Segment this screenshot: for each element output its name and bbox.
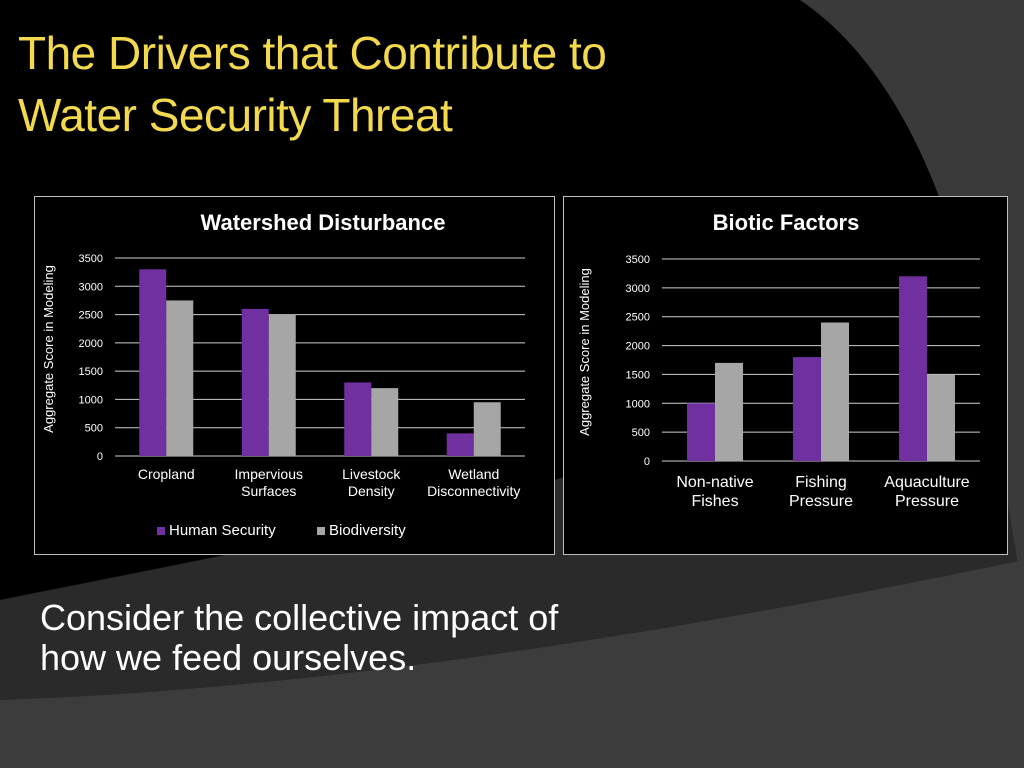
- y-tick-label: 1000: [79, 394, 103, 406]
- y-axis-label: Aggregate Score in Modeling: [577, 268, 592, 436]
- slide-title-line-2: Water Security Threat: [18, 89, 453, 141]
- x-category-label: Non-native Fishes: [676, 474, 753, 510]
- x-category-label-line: Non-native: [676, 474, 753, 491]
- bar-biodiversity: [166, 300, 194, 456]
- y-tick-label: 3000: [626, 283, 650, 295]
- x-category-label-line: Aquaculture: [884, 474, 969, 491]
- x-category-label-line: Pressure: [789, 493, 853, 510]
- x-category-label-line: Wetland: [448, 466, 499, 482]
- y-tick-label: 3500: [79, 253, 103, 265]
- bar-biodiversity: [473, 402, 501, 456]
- x-category-label: Fishing Pressure: [789, 474, 853, 510]
- bar-human-security: [344, 382, 372, 456]
- x-category-label: Livestock Density: [342, 466, 401, 499]
- y-axis-label: Aggregate Score in Modeling: [41, 265, 56, 433]
- bar-human-security: [139, 269, 167, 456]
- y-tick-label: 0: [97, 451, 103, 463]
- chart-biotic-factors-svg: Biotic Factors 0 500 1000 1500 2000 2500 3000 35…: [577, 210, 980, 510]
- bar-human-security: [899, 276, 927, 461]
- chart-biotic-factors: Biotic Factors 0 500 1000 1500 2000 2500 3000 35…: [563, 196, 1008, 555]
- body-text-line-2: how we feed ourselves.: [40, 637, 417, 678]
- x-category-label-line: Livestock: [342, 466, 401, 482]
- bar-human-security: [687, 403, 715, 461]
- chart-title: Watershed Disturbance: [201, 210, 446, 235]
- y-tick-label: 1000: [626, 398, 650, 410]
- x-category-label-line: Fishes: [691, 493, 738, 510]
- chart-watershed-disturbance-svg: Watershed Disturbance 0 500 1000 1500 2000 250…: [41, 210, 525, 539]
- y-tick-label: 2500: [79, 310, 103, 322]
- x-category-label: Impervious Surfaces: [235, 466, 303, 499]
- chart-watershed-disturbance: Watershed Disturbance 0 500 1000 1500 2000 250…: [34, 196, 555, 555]
- x-category-label-line: Disconnectivity: [427, 483, 520, 499]
- bar-biodiversity: [268, 314, 296, 456]
- bar-human-security: [793, 357, 821, 461]
- legend-swatch: [157, 527, 165, 535]
- x-category-label-line: Impervious: [235, 466, 303, 482]
- y-tick-label: 3500: [626, 254, 650, 266]
- bar-biodiversity: [715, 362, 743, 461]
- x-category-label-line: Pressure: [895, 493, 959, 510]
- legend-swatch: [317, 527, 325, 535]
- y-tick-label: 1500: [79, 366, 103, 378]
- chart-title: Biotic Factors: [713, 210, 860, 235]
- bar-biodiversity: [821, 322, 849, 461]
- x-category-label-line: Density: [348, 483, 395, 499]
- y-tick-label: 2500: [626, 312, 650, 324]
- x-category-label-line: Surfaces: [241, 483, 296, 499]
- bar-human-security: [446, 433, 474, 456]
- y-tick-label: 0: [644, 456, 650, 468]
- bar-biodiversity: [371, 388, 399, 456]
- x-category-label-line: Fishing: [795, 474, 847, 491]
- y-tick-label: 1500: [626, 369, 650, 381]
- x-category-label: Wetland Disconnectivity: [427, 466, 520, 499]
- bar-human-security: [241, 308, 269, 456]
- x-category-label: Cropland: [138, 466, 195, 482]
- x-category-label: Aquaculture Pressure: [884, 474, 969, 510]
- body-text-line-1: Consider the collective impact of: [40, 597, 559, 638]
- legend-label: Human Security: [169, 522, 276, 539]
- slide-title: The Drivers that Contribute to Water Sec…: [18, 22, 778, 146]
- body-text: Consider the collective impact of how we…: [40, 598, 680, 678]
- y-tick-label: 2000: [626, 341, 650, 353]
- y-tick-label: 2000: [79, 338, 103, 350]
- slide-title-line-1: The Drivers that Contribute to: [18, 27, 607, 79]
- legend-label: Biodiversity: [329, 522, 406, 539]
- y-tick-label: 3000: [79, 281, 103, 293]
- y-tick-label: 500: [632, 427, 650, 439]
- y-tick-label: 500: [85, 423, 103, 435]
- x-category-label-line: Cropland: [138, 466, 195, 482]
- bar-biodiversity: [927, 374, 955, 461]
